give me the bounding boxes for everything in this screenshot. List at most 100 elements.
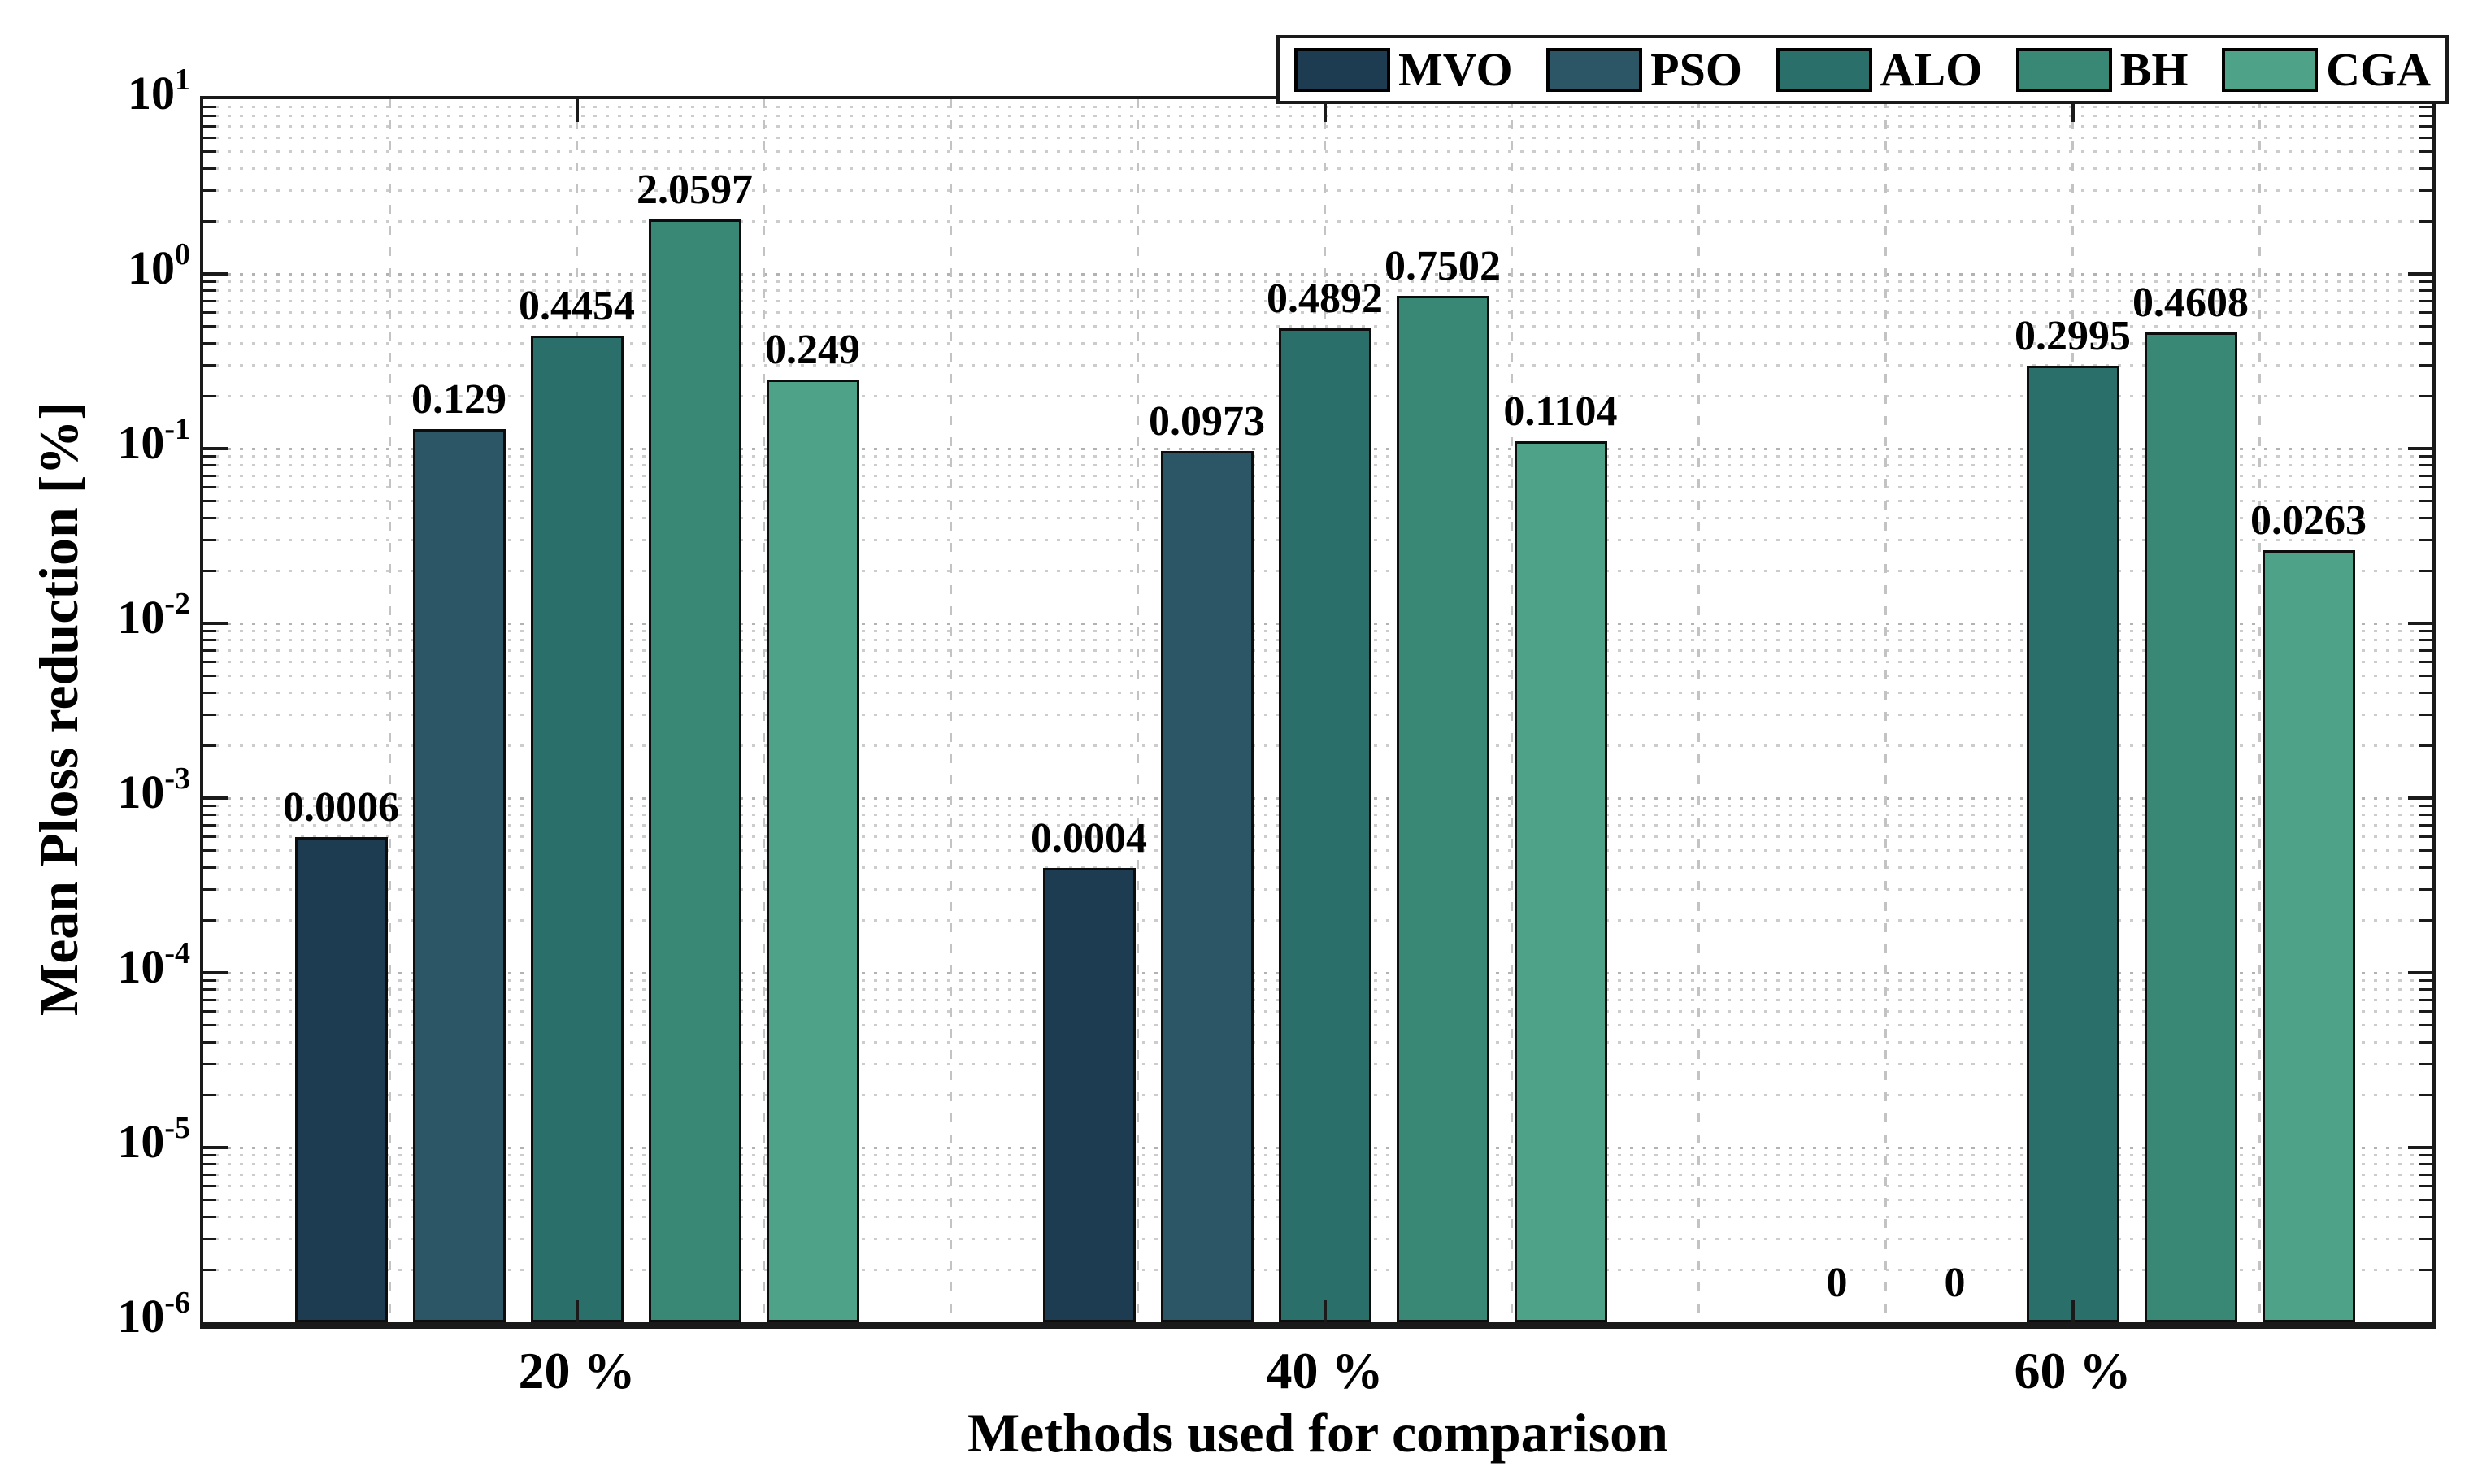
grid-line-y-minor (203, 325, 2432, 328)
tick-x-major-top (1323, 99, 1327, 122)
tick-y-minor-right (2419, 835, 2432, 839)
tick-y-minor-left (203, 1093, 216, 1096)
tick-y-minor-right (2419, 979, 2432, 983)
tick-y-minor-right (2419, 1185, 2432, 1188)
y-tick-label: 10-5 (117, 1110, 190, 1168)
bar-alo-40% (1278, 328, 1371, 1322)
bar-value-label: 0.0263 (2250, 497, 2367, 544)
tick-y-minor-left (203, 1024, 216, 1027)
tick-y-minor-left (203, 363, 216, 367)
tick-y-minor-right (2419, 744, 2432, 747)
bar-value-label: 0 (1826, 1260, 1848, 1306)
tick-y-major-right (2408, 622, 2432, 625)
grid-line-x-minor (763, 99, 765, 1322)
tick-y-major-right (2408, 796, 2432, 800)
tick-y-minor-left (203, 464, 216, 467)
grid-line-y-minor (203, 289, 2432, 293)
tick-y-minor-left (203, 106, 216, 109)
grid-line-y-minor (203, 150, 2432, 154)
tick-y-major-left (203, 1146, 228, 1149)
tick-y-major-left (203, 447, 228, 450)
bar-value-label: 0.0006 (283, 783, 399, 831)
y-tick-label: 10-2 (117, 586, 190, 644)
tick-y-minor-right (2419, 1093, 2432, 1096)
tick-y-minor-right (2419, 219, 2432, 223)
bar-alo-20% (530, 335, 624, 1322)
tick-y-minor-right (2419, 538, 2432, 541)
tick-y-minor-right (2419, 189, 2432, 192)
tick-y-minor-left (203, 115, 216, 118)
tick-y-major-left (203, 796, 228, 800)
tick-y-minor-right (2419, 325, 2432, 328)
legend-item-cga: CGA (2222, 46, 2431, 93)
legend-label: MVO (1398, 42, 1513, 96)
tick-y-minor-left (203, 744, 216, 747)
tick-y-minor-right (2419, 692, 2432, 695)
legend-swatch-icon (1776, 47, 1872, 92)
tick-y-minor-left (203, 289, 216, 293)
bar-mvo-40% (1042, 867, 1136, 1322)
tick-y-minor-left (203, 394, 216, 397)
tick-y-minor-left (203, 814, 216, 817)
tick-y-minor-right (2419, 1010, 2432, 1013)
tick-y-minor-right (2419, 649, 2432, 652)
tick-y-minor-right (2419, 1173, 2432, 1176)
grid-line-x-minor (950, 99, 952, 1322)
bar-value-label: 0.4454 (519, 282, 635, 329)
tick-y-minor-right (2419, 823, 2432, 827)
tick-y-minor-right (2419, 814, 2432, 817)
y-axis-title: Mean Ploss reduction [%] (28, 401, 89, 1017)
plot-area: 0.0006 0.129 0.4454 2.0597 0.249 0.0004 0.0973… (200, 96, 2436, 1329)
x-tick-label: 40 % (1266, 1342, 1384, 1399)
tick-y-minor-right (2419, 1041, 2432, 1044)
legend-item-bh: BH (2015, 46, 2189, 93)
tick-y-minor-left (203, 1010, 216, 1013)
bar-value-label: 0.7502 (1384, 242, 1501, 289)
bar-value-label: 0.249 (765, 326, 860, 373)
tick-y-minor-left (203, 639, 216, 642)
grid-line-y-major (203, 272, 2432, 276)
tick-y-minor-left (203, 988, 216, 992)
bar-value-label: 0.4608 (2132, 280, 2249, 327)
tick-y-minor-right (2419, 464, 2432, 467)
tick-y-major-right (2408, 1146, 2432, 1149)
tick-y-minor-left (203, 849, 216, 853)
grid-line-y-minor (203, 311, 2432, 315)
legend-label: PSO (1650, 42, 1742, 96)
tick-y-minor-left (203, 918, 216, 922)
tick-y-minor-left (203, 538, 216, 541)
grid-line-x-minor (389, 99, 391, 1322)
legend-label: ALO (1880, 42, 1983, 96)
tick-y-major-right (2408, 971, 2432, 974)
tick-y-minor-right (2419, 675, 2432, 678)
tick-y-minor-right (2419, 630, 2432, 633)
grid-line-x-minor (2258, 99, 2261, 1322)
x-tick-label: 20 % (518, 1342, 636, 1399)
tick-y-minor-right (2419, 569, 2432, 572)
grid-line-y-minor (203, 137, 2432, 140)
tick-y-minor-left (203, 474, 216, 477)
tick-y-minor-left (203, 1268, 216, 1271)
tick-y-minor-right (2419, 988, 2432, 992)
x-axis-title: Methods used for comparison (967, 1402, 1668, 1464)
tick-y-minor-right (2419, 1024, 2432, 1027)
tick-y-minor-right (2419, 713, 2432, 716)
tick-y-minor-right (2419, 342, 2432, 345)
tick-y-minor-left (203, 1062, 216, 1065)
tick-y-minor-right (2419, 106, 2432, 109)
legend-item-alo: ALO (1776, 42, 1983, 96)
grid-line-x-minor (1884, 99, 1887, 1322)
bar-bh-40% (1396, 295, 1489, 1322)
tick-y-minor-left (203, 325, 216, 328)
tick-y-minor-right (2419, 289, 2432, 293)
y-tick-label: 10-1 (117, 411, 190, 469)
bar-bh-20% (648, 219, 741, 1322)
tick-y-minor-left (203, 517, 216, 520)
bar-value-label: 0.129 (411, 376, 506, 423)
tick-y-minor-left (203, 500, 216, 503)
grid-line-y-minor (203, 167, 2432, 171)
tick-y-minor-right (2419, 363, 2432, 367)
tick-y-minor-right (2419, 150, 2432, 154)
grid-line-x-minor (1697, 99, 1700, 1322)
